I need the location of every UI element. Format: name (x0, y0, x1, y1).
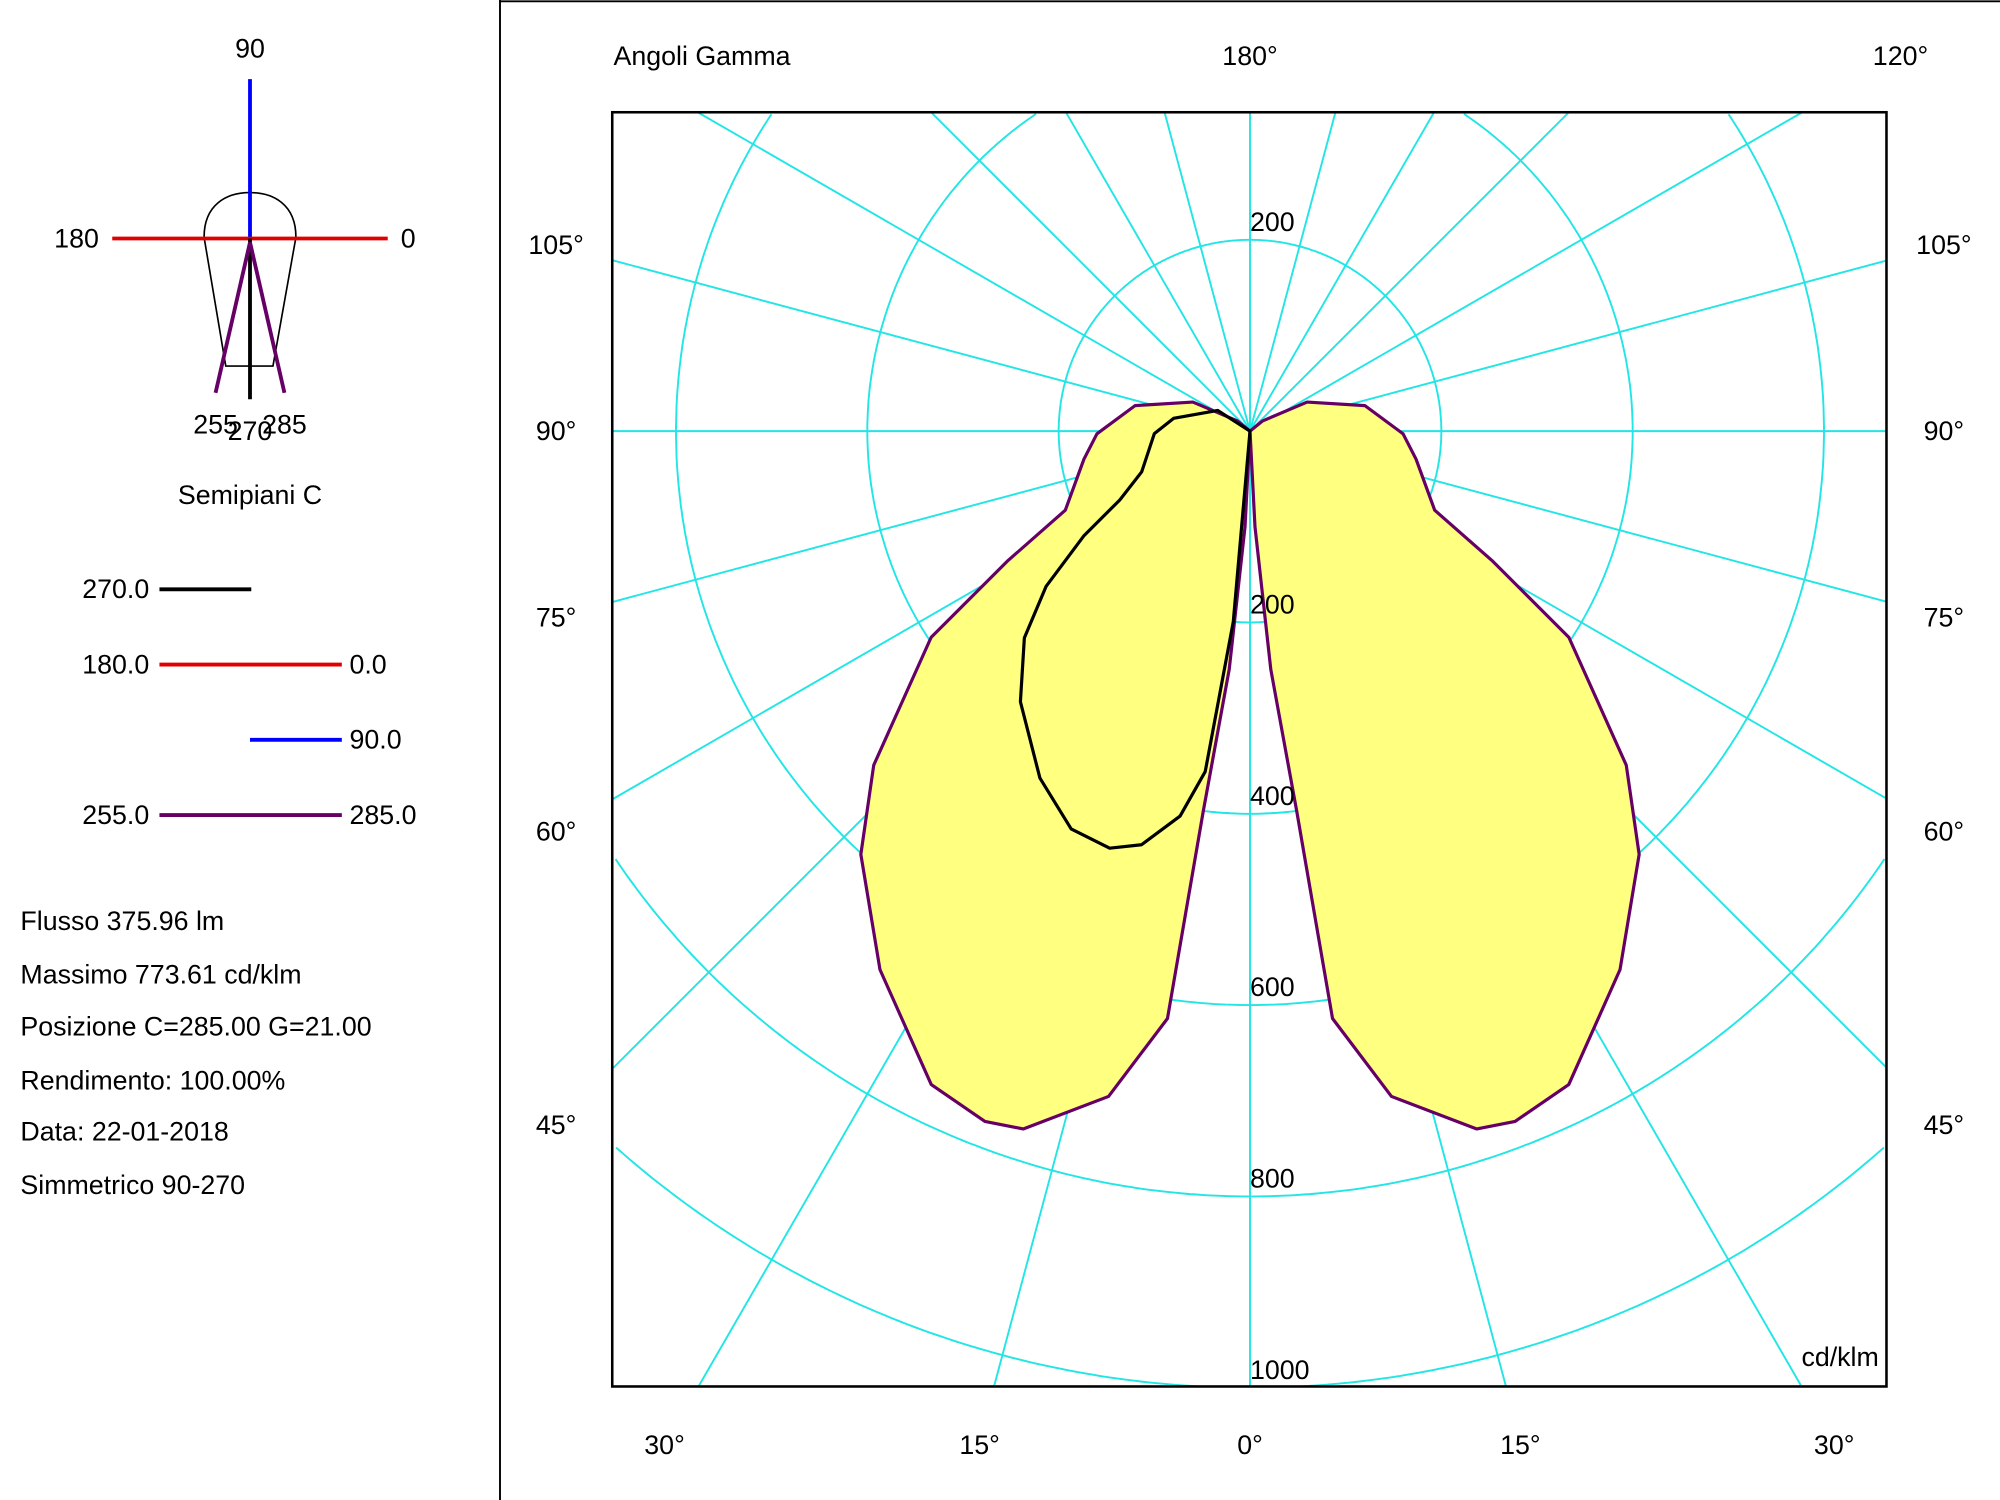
icon-label-180: 180 (54, 223, 99, 253)
right-angle-60: 60° (1924, 817, 1964, 847)
radial-label-400: 400 (1250, 781, 1295, 811)
legend-row-90: 90.0 (250, 725, 402, 755)
bottom-angle-15-left: 15° (959, 1430, 999, 1460)
left-angle-60: 60° (536, 817, 576, 847)
icon-label-0: 0 (401, 223, 416, 253)
radial-tick-labels: 200 200 400 600 800 1000 cd/klm (1250, 207, 1879, 1385)
curve-series-0-left (859, 400, 1252, 1131)
grid-circle-1000 (615, 1146, 1885, 1388)
legend-row-180-0: 180.0 0.0 (82, 649, 386, 679)
right-angle-90: 90° (1924, 416, 1964, 446)
icon-label-270: 270 (228, 416, 273, 446)
icon-label-255: 255 (193, 410, 238, 440)
right-angle-labels: 105° 90° 75° 60° 45° (1916, 230, 1971, 1140)
legend-row-270: 270.0 (82, 574, 252, 604)
unit-label: cd/klm (1801, 1342, 1878, 1372)
right-angle-45: 45° (1924, 1110, 1964, 1140)
info-date: Data: 22-01-2018 (20, 1116, 228, 1146)
right-angle-75: 75° (1924, 602, 1964, 632)
polar-grid (611, 111, 1888, 1388)
left-angle-45: 45° (536, 1110, 576, 1140)
bottom-angle-labels: 30° 15° 0° 15° 30° (644, 1430, 1854, 1460)
c255-axis-line (213, 241, 252, 394)
info-block: Flusso 375.96 lm Massimo 773.61 cd/klm P… (20, 906, 371, 1200)
info-max: Massimo 773.61 cd/klm (20, 959, 301, 989)
legend-right-label: 285.0 (349, 800, 416, 830)
legend-left-label: 270.0 (82, 574, 149, 604)
info-symmetry: Simmetrico 90-270 (20, 1170, 245, 1200)
radial-label-top-200: 200 (1250, 207, 1295, 237)
chart-title: Angoli Gamma (614, 41, 791, 71)
legend-right-label: 0.0 (349, 649, 386, 679)
icon-title: Semipiani C (178, 480, 322, 510)
bottom-angle-30-right: 30° (1814, 1430, 1854, 1460)
legend-row-255-285: 255.0 285.0 (82, 800, 416, 830)
left-angle-labels: 105° 90° 75° 60° 45° (528, 230, 583, 1140)
radial-label-200: 200 (1250, 590, 1295, 620)
bottom-angle-0: 0° (1237, 1430, 1263, 1460)
radial-label-600: 600 (1250, 972, 1295, 1002)
legend-left-label: 255.0 (82, 800, 149, 830)
intensity-curves (859, 400, 1641, 1131)
polar-plot (611, 111, 1888, 1388)
curve-series-0-right (1248, 400, 1641, 1131)
top-label-180: 180° (1222, 41, 1277, 71)
legend: 270.0 180.0 0.0 90.0 255.0 285.0 (82, 574, 416, 830)
radial-label-800: 800 (1250, 1164, 1295, 1194)
info-flux: Flusso 375.96 lm (20, 906, 224, 936)
right-angle-105: 105° (1916, 230, 1971, 260)
radial-label-1000: 1000 (1250, 1355, 1310, 1385)
info-position: Posizione C=285.00 G=21.00 (20, 1012, 371, 1042)
bottom-angle-30-left: 30° (644, 1430, 684, 1460)
bottom-angle-15-right: 15° (1500, 1430, 1540, 1460)
icon-label-285: 285 (262, 410, 307, 440)
luminaire-outline-icon (203, 191, 297, 367)
plot-frame (610, 110, 1888, 1388)
info-efficiency: Rendimento: 100.00% (20, 1065, 285, 1095)
top-label-120: 120° (1873, 41, 1928, 71)
icon-label-90: 90 (235, 33, 265, 63)
left-angle-105: 105° (528, 230, 583, 260)
c285-axis-line (248, 241, 287, 394)
left-angle-75: 75° (536, 602, 576, 632)
legend-right-label: 90.0 (349, 725, 401, 755)
legend-left-label: 180.0 (82, 649, 149, 679)
curve-series-1-left (1018, 408, 1252, 850)
left-angle-90: 90° (536, 416, 576, 446)
c-plane-icon: 90 180 0 255 270 285 Semipiani C (54, 33, 415, 509)
